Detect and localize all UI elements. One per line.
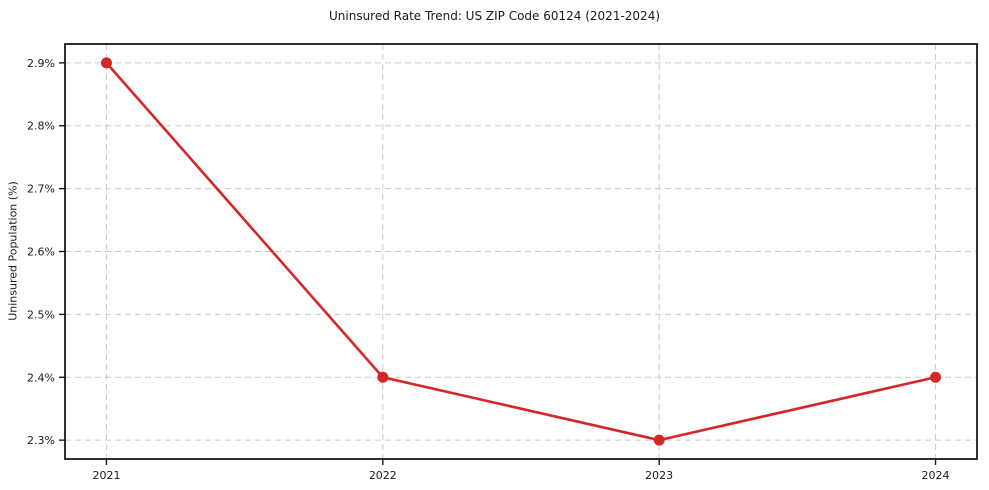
plot-border (64, 43, 978, 460)
y-tick-label: 2.3% (27, 434, 55, 447)
y-tick-label: 2.4% (27, 371, 55, 384)
data-point (100, 57, 112, 69)
y-tick-label: 2.8% (27, 120, 55, 133)
data-point (377, 371, 389, 383)
y-tick-label: 2.7% (27, 183, 55, 196)
data-point (930, 371, 942, 383)
x-tick-label: 2022 (369, 469, 397, 482)
y-tick-label: 2.9% (27, 57, 55, 70)
x-tick-label: 2021 (92, 469, 120, 482)
y-tick-label: 2.6% (27, 246, 55, 259)
chart-title: Uninsured Rate Trend: US ZIP Code 60124 … (328, 9, 661, 23)
data-line (105, 61, 937, 442)
data-point (653, 434, 665, 446)
x-tick-label: 2023 (645, 469, 673, 482)
y-tick-label: 2.5% (27, 308, 55, 321)
x-tick-label: 2024 (922, 469, 950, 482)
